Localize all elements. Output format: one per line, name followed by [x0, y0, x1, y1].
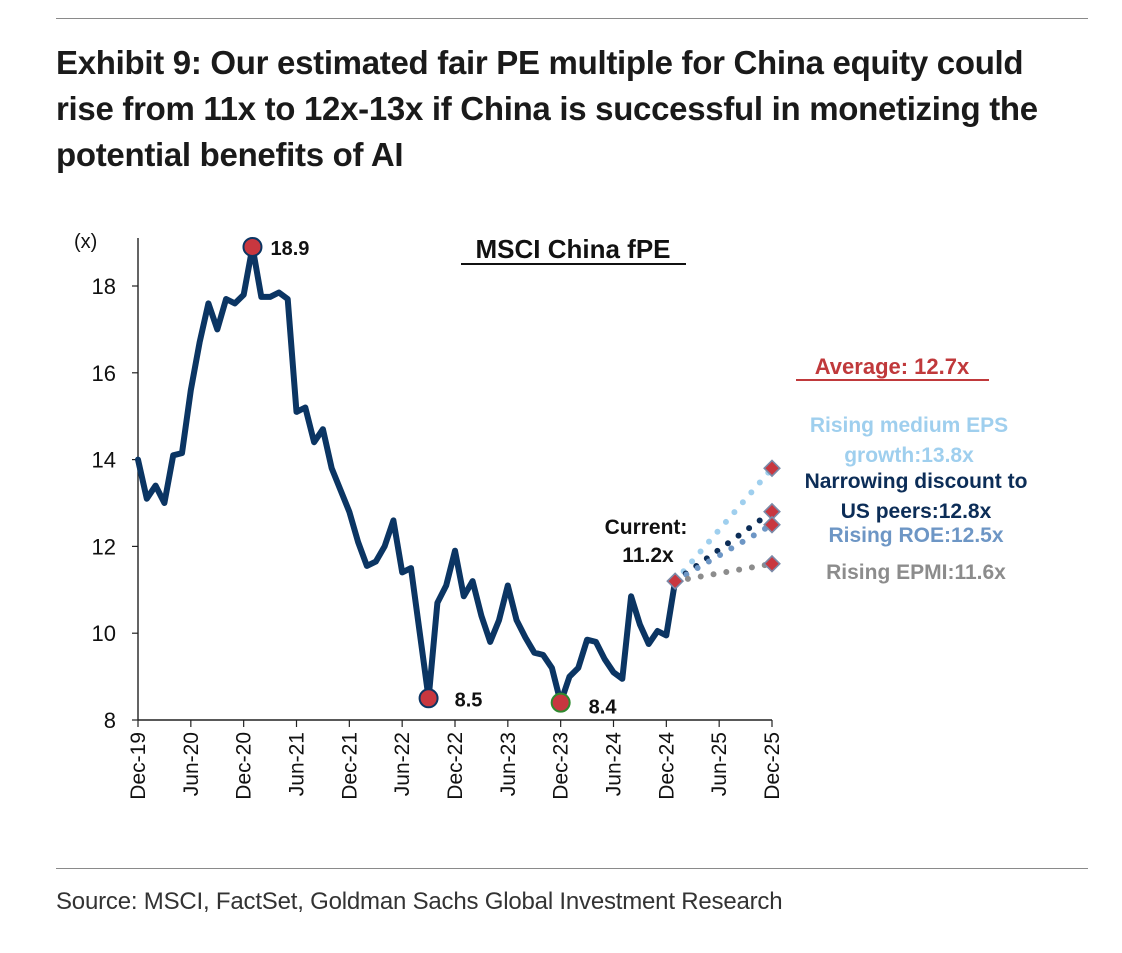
scenario-label: US peers:12.8x — [841, 500, 992, 523]
marker-layer — [242, 236, 685, 713]
x-tick-label: Dec-19 — [127, 732, 150, 800]
top-rule — [56, 18, 1088, 19]
y-tick-label: 14 — [92, 448, 116, 473]
extreme-marker — [418, 688, 439, 709]
y-tick-label: 16 — [92, 361, 116, 386]
chart: 8 10 12 14 16 18 (x) Dec-19 Jun-20 Dec-20 Jun-21 De… — [74, 231, 1027, 800]
extreme-label: 18.9 — [270, 238, 309, 260]
chart-title: MSCI China fPE — [475, 234, 670, 264]
scenario-label: Rising medium EPS — [810, 414, 1008, 437]
scenario-line-3 — [672, 560, 775, 585]
scenario-layer — [672, 459, 781, 585]
bottom-rule — [56, 868, 1088, 869]
scenario-line-0 — [672, 465, 775, 585]
x-tick-label: Dec-25 — [761, 732, 784, 800]
scenario-end-marker — [763, 515, 781, 534]
current-label: Current: — [605, 516, 688, 539]
x-tick-label: Jun-21 — [286, 732, 309, 796]
y-axis-unit: (x) — [74, 231, 97, 253]
extreme-label: 8.4 — [589, 697, 618, 719]
x-tick-label: Jun-23 — [497, 732, 520, 796]
current-marker — [666, 572, 685, 591]
x-tick-label: Dec-24 — [655, 732, 678, 800]
series-layer — [135, 243, 679, 706]
y-tick-label: 18 — [92, 274, 116, 299]
scenario-end-marker — [763, 554, 781, 573]
exhibit-title: Exhibit 9: Our estimated fair PE multipl… — [56, 44, 1038, 173]
y-tick-label: 8 — [104, 708, 116, 733]
x-tick-label: Dec-21 — [338, 732, 361, 800]
label-layer: MSCI China fPE 18.9 8.5 8.4 Current: 11.2x Ave… — [270, 234, 1027, 719]
x-tick-label: Jun-20 — [180, 732, 203, 796]
x-tick-label: Dec-23 — [550, 732, 573, 800]
y-tick-label: 10 — [92, 621, 116, 646]
extreme-marker — [550, 692, 571, 713]
axes: 8 10 12 14 16 18 (x) Dec-19 Jun-20 Dec-20 Jun-21 De… — [74, 231, 784, 800]
y-tick-label: 12 — [92, 534, 116, 559]
scenario-end-marker — [763, 502, 781, 521]
series-line-msci-china-fpe — [135, 243, 679, 706]
scenario-label: growth:13.8x — [844, 444, 974, 467]
scenario-line-2 — [672, 521, 775, 585]
scenario-label: Rising ROE:12.5x — [828, 524, 1003, 547]
x-tick-label: Jun-24 — [603, 732, 626, 797]
average-label: Average: 12.7x — [815, 354, 970, 379]
source-note: Source: MSCI, FactSet, Goldman Sachs Glo… — [56, 888, 783, 915]
x-tick-label: Dec-20 — [233, 732, 256, 800]
x-tick-label: Jun-22 — [391, 732, 414, 796]
scenario-label: Rising EPMI:11.6x — [826, 561, 1006, 584]
x-tick-label: Jun-25 — [708, 732, 731, 796]
scenario-label: Narrowing discount to — [805, 470, 1028, 493]
extreme-label: 8.5 — [455, 689, 483, 711]
x-tick-label: Dec-22 — [444, 732, 467, 800]
current-label: 11.2x — [622, 544, 674, 567]
scenario-end-marker — [763, 459, 781, 478]
extreme-marker — [242, 236, 263, 257]
